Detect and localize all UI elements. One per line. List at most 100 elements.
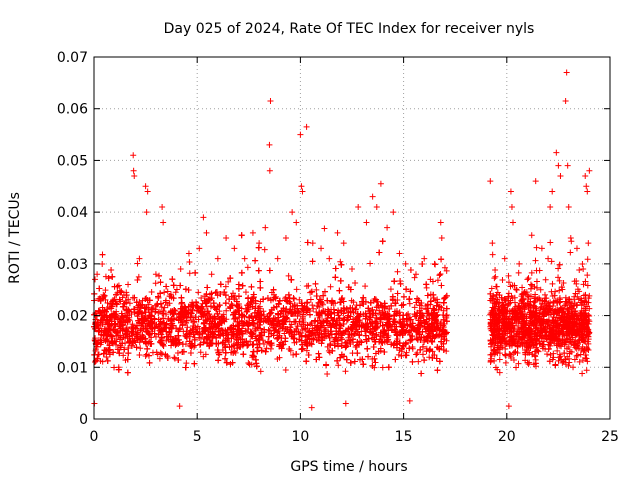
data-point [190, 331, 197, 338]
data-point [134, 329, 141, 336]
data-point [136, 309, 143, 316]
data-point [99, 261, 106, 267]
data-point [196, 342, 203, 349]
data-point [126, 333, 133, 340]
data-point [320, 292, 327, 299]
data-point [274, 335, 281, 342]
data-point [254, 310, 261, 317]
data-point [163, 283, 170, 290]
data-point [135, 273, 142, 280]
data-point [394, 290, 401, 297]
data-point [396, 340, 403, 347]
grid-lines [94, 57, 610, 419]
data-point [299, 341, 306, 348]
data-point [116, 336, 123, 343]
data-point [92, 337, 99, 344]
data-point [183, 333, 190, 340]
data-point [413, 299, 420, 306]
data-point [394, 297, 401, 304]
data-point [285, 291, 292, 298]
data-point [440, 346, 447, 353]
data-point [347, 286, 354, 293]
data-point [223, 316, 230, 323]
data-point [131, 337, 138, 344]
data-point [438, 338, 445, 345]
data-point [428, 326, 435, 333]
data-point [195, 289, 202, 296]
data-point [407, 266, 414, 273]
data-point [308, 319, 315, 326]
data-point [405, 310, 412, 317]
data-point [210, 300, 217, 307]
data-point [98, 339, 105, 346]
data-point [235, 307, 242, 314]
data-point [157, 327, 164, 334]
data-point [166, 300, 173, 307]
data-point [106, 326, 113, 333]
data-point [408, 327, 415, 334]
data-point [120, 315, 127, 322]
data-point [235, 293, 242, 300]
data-point [215, 349, 222, 356]
data-point [307, 321, 314, 328]
data-point [443, 318, 450, 325]
data-point [379, 339, 386, 346]
data-point [225, 331, 232, 338]
data-point [395, 351, 402, 358]
data-point [285, 272, 292, 279]
data-point [376, 307, 383, 314]
data-point [222, 349, 229, 356]
data-point [406, 345, 413, 352]
data-point [293, 339, 300, 346]
data-point [273, 323, 280, 330]
data-point [215, 314, 222, 321]
data-point [400, 293, 407, 300]
data-point [99, 251, 106, 258]
data-point [270, 286, 277, 293]
data-point [287, 306, 294, 313]
data-point [114, 283, 121, 290]
data-point [166, 293, 173, 300]
data-point [278, 345, 285, 352]
data-point [118, 310, 125, 317]
data-point [245, 360, 252, 367]
data-point [318, 340, 325, 347]
data-point [434, 299, 441, 306]
data-point [304, 239, 311, 246]
data-point [371, 295, 378, 302]
data-point [270, 332, 277, 339]
data-point [95, 351, 102, 358]
data-point [394, 268, 401, 275]
data-point [430, 294, 437, 301]
data-point [133, 299, 140, 306]
data-point [368, 328, 375, 335]
data-point [206, 311, 213, 318]
data-point [252, 305, 259, 312]
data-point [424, 292, 431, 299]
data-point [117, 344, 124, 351]
data-point [110, 349, 117, 356]
data-point [215, 357, 222, 364]
data-point [393, 344, 400, 351]
data-point [304, 336, 311, 343]
data-point [178, 299, 185, 306]
data-point [322, 326, 329, 333]
data-point [248, 283, 255, 290]
data-point [179, 341, 186, 348]
data-point [350, 299, 357, 306]
data-point [147, 312, 154, 319]
data-point [436, 345, 443, 352]
data-point [176, 339, 183, 346]
data-point [274, 329, 281, 336]
data-point [413, 351, 420, 358]
data-point [362, 332, 369, 339]
data-point [421, 319, 428, 326]
data-point [367, 299, 374, 306]
data-point [200, 339, 207, 346]
data-point [193, 302, 200, 309]
data-point [234, 345, 241, 352]
data-point [252, 297, 259, 304]
data-point [137, 345, 144, 352]
data-point [119, 314, 126, 321]
data-point [359, 356, 366, 363]
